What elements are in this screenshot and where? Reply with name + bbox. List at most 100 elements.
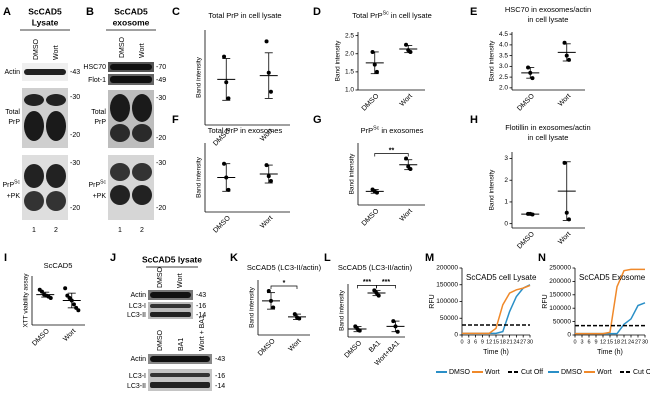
x-tick-label: 18	[500, 339, 506, 345]
x-tick-label: DMSO	[361, 207, 381, 227]
y-tick-label: 100000	[549, 305, 571, 312]
x-tick-label: 3	[467, 339, 470, 345]
chart-title: PrPSc in exosomes	[361, 126, 424, 135]
x-tick-label: DMSO	[31, 327, 51, 347]
mw-marker: -70	[156, 64, 166, 71]
title-text: HSC70 in exosomes/actin	[505, 5, 591, 14]
data-point	[63, 286, 68, 291]
x-tick-label: Wort	[399, 93, 414, 108]
y-axis-label: Band intensity	[489, 40, 496, 82]
data-point	[226, 96, 231, 101]
x-tick-label: 0	[460, 339, 463, 345]
x-tick-label: 12	[600, 339, 606, 345]
x-tick-label: 24	[513, 339, 519, 345]
x-tick-label: 21	[507, 339, 513, 345]
mw-marker: -30	[156, 160, 166, 167]
mw-marker: -16	[196, 303, 206, 310]
y-tick-label: 100000	[436, 298, 458, 305]
chart-title: ScCAD5 cell Lysate	[466, 273, 537, 282]
y-axis-label: Band intensity	[249, 286, 256, 328]
lane-number: 2	[140, 227, 144, 234]
lane-number: 2	[54, 227, 58, 234]
y-tick-label: 200000	[436, 265, 458, 272]
data-point	[266, 174, 271, 179]
data-point	[264, 39, 269, 44]
y-tick-label: 2.5	[499, 74, 508, 81]
x-tick-label: 3	[580, 339, 583, 345]
lane-label: DMSO	[157, 266, 164, 288]
x-tick-label: 9	[594, 339, 597, 345]
panel-letter: I	[4, 252, 7, 264]
legend-label: Cut Off	[521, 369, 543, 376]
blot-title: exosome	[113, 17, 150, 27]
lane-label: Wort + BA1	[199, 315, 206, 351]
data-point	[408, 167, 413, 172]
data-point	[224, 175, 229, 180]
panel-letter: K	[230, 252, 238, 264]
x-tick-label: 27	[520, 339, 526, 345]
mw-marker: -14	[215, 383, 225, 390]
title-text: in cell lysate	[528, 133, 569, 142]
y-tick-label: 3.0	[499, 63, 508, 70]
blot-title: ScCAD5 lysate	[142, 254, 202, 264]
panel-letter: B	[86, 6, 94, 18]
panel-letter: E	[470, 6, 477, 18]
data-point	[408, 49, 413, 54]
x-tick-label: Wort	[287, 338, 302, 353]
data-point	[391, 319, 396, 324]
title-text: Total PrP	[352, 11, 382, 20]
x-tick-label: DMSO	[212, 214, 232, 234]
y-tick-label: 3	[504, 155, 508, 162]
chart-title: ScCAD5 (LC3-II/actin)	[338, 263, 413, 272]
x-tick-label: 6	[474, 339, 477, 345]
data-point	[69, 298, 74, 303]
title-text: PrP	[361, 126, 374, 135]
band	[110, 163, 130, 181]
band	[46, 164, 66, 188]
superscript: Sc	[373, 126, 380, 132]
y-axis-label: Band intensity	[349, 153, 356, 195]
band	[150, 312, 191, 317]
title-text: in cell lysate	[528, 15, 569, 24]
band	[24, 94, 44, 106]
row-label: Actin	[130, 356, 146, 363]
data-point	[76, 308, 81, 313]
x-tick-label: 18	[614, 339, 620, 345]
row-label: LC3-II	[127, 312, 146, 319]
significance-bracket	[270, 285, 298, 289]
title-text: Flotillin in exosomes/actin	[505, 123, 590, 132]
title-text: Total PrP in cell lysate	[208, 11, 281, 20]
chart-title: Total PrP in exosomes	[208, 126, 283, 135]
row-label: LC3-I	[129, 373, 146, 380]
y-tick-label: 1.5	[345, 69, 354, 76]
x-tick-label: 24	[628, 339, 634, 345]
panel-letter: D	[313, 6, 321, 18]
chart-title: in cell lysate	[528, 15, 569, 24]
band	[110, 64, 152, 70]
blot-title: ScCAD5	[114, 6, 148, 16]
data-point	[530, 76, 535, 81]
significance-bracket	[376, 285, 396, 289]
x-tick-label: DMSO	[516, 92, 536, 112]
row-label: HSC70	[83, 64, 106, 71]
band	[150, 292, 191, 298]
y-tick-label: 50000	[553, 318, 571, 325]
significance-label: ***	[382, 279, 390, 286]
chart-title: Flotillin in exosomes/actin	[505, 123, 590, 132]
row-label: Actin	[4, 69, 20, 76]
band	[24, 191, 44, 211]
x-tick-label: DMSO	[516, 230, 536, 250]
x-tick-label: 12	[486, 339, 492, 345]
band	[110, 124, 130, 142]
data-point	[226, 187, 231, 192]
y-tick-label: 150000	[436, 281, 458, 288]
data-point	[395, 329, 400, 334]
significance-bracket	[374, 153, 409, 157]
series-line	[575, 268, 645, 335]
data-point	[374, 69, 379, 74]
panel-letter: J	[110, 252, 116, 264]
lane-label: DMSO	[157, 329, 164, 351]
y-axis-label: Band intensity	[339, 289, 346, 331]
y-tick-label: 150000	[549, 292, 571, 299]
y-tick-label: 2.5	[345, 32, 354, 39]
